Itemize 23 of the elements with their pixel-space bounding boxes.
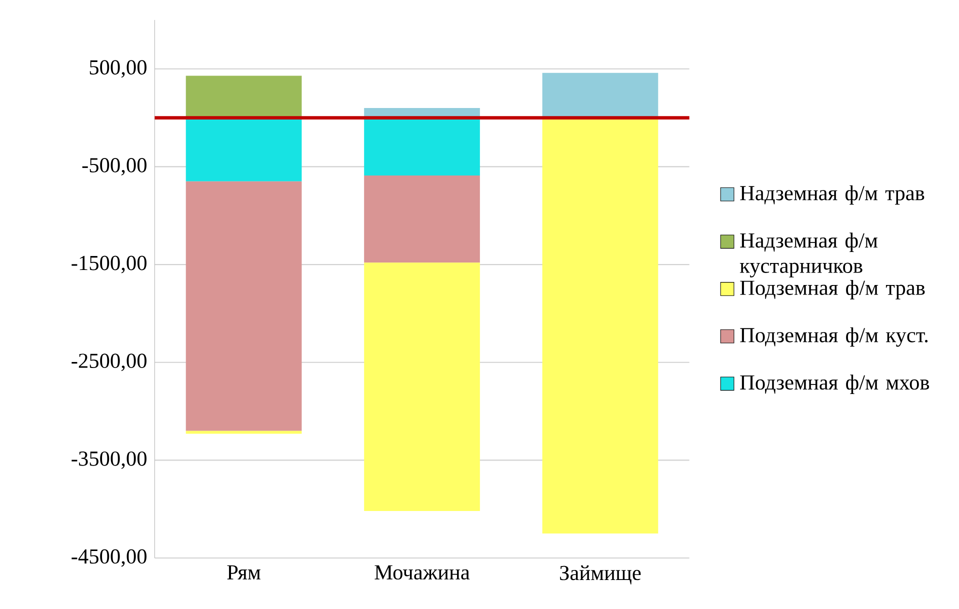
bar (364, 176, 480, 263)
y-tick-label: -4500,00 (72, 549, 146, 567)
y-tick-label: -2500,00 (72, 354, 146, 372)
y-tick-label: 500,00 (90, 60, 146, 78)
bar (542, 72, 658, 118)
bar (186, 181, 302, 431)
bar (186, 76, 302, 118)
legend-label: Надземная ф/м кустарничков (740, 232, 878, 278)
bar (186, 430, 302, 434)
bar (364, 118, 480, 176)
y-tick-label: -500,00 (82, 158, 146, 176)
x-tick-label: Мочажина (374, 565, 470, 580)
legend-label: Надземная ф/м трав (740, 185, 924, 205)
bar (542, 118, 658, 534)
legend-label: Подземная ф/м мхов (740, 374, 930, 394)
x-tick-label: Рям (227, 565, 260, 580)
bar (186, 118, 302, 182)
bar (364, 262, 480, 512)
y-tick-label: -3500,00 (72, 451, 146, 469)
y-tick-label: -1500,00 (72, 256, 146, 274)
legend-label: Подземная ф/м куст. (740, 327, 928, 347)
legend-label: Подземная ф/м трав (740, 280, 925, 300)
x-tick-label: Займище (560, 565, 641, 584)
